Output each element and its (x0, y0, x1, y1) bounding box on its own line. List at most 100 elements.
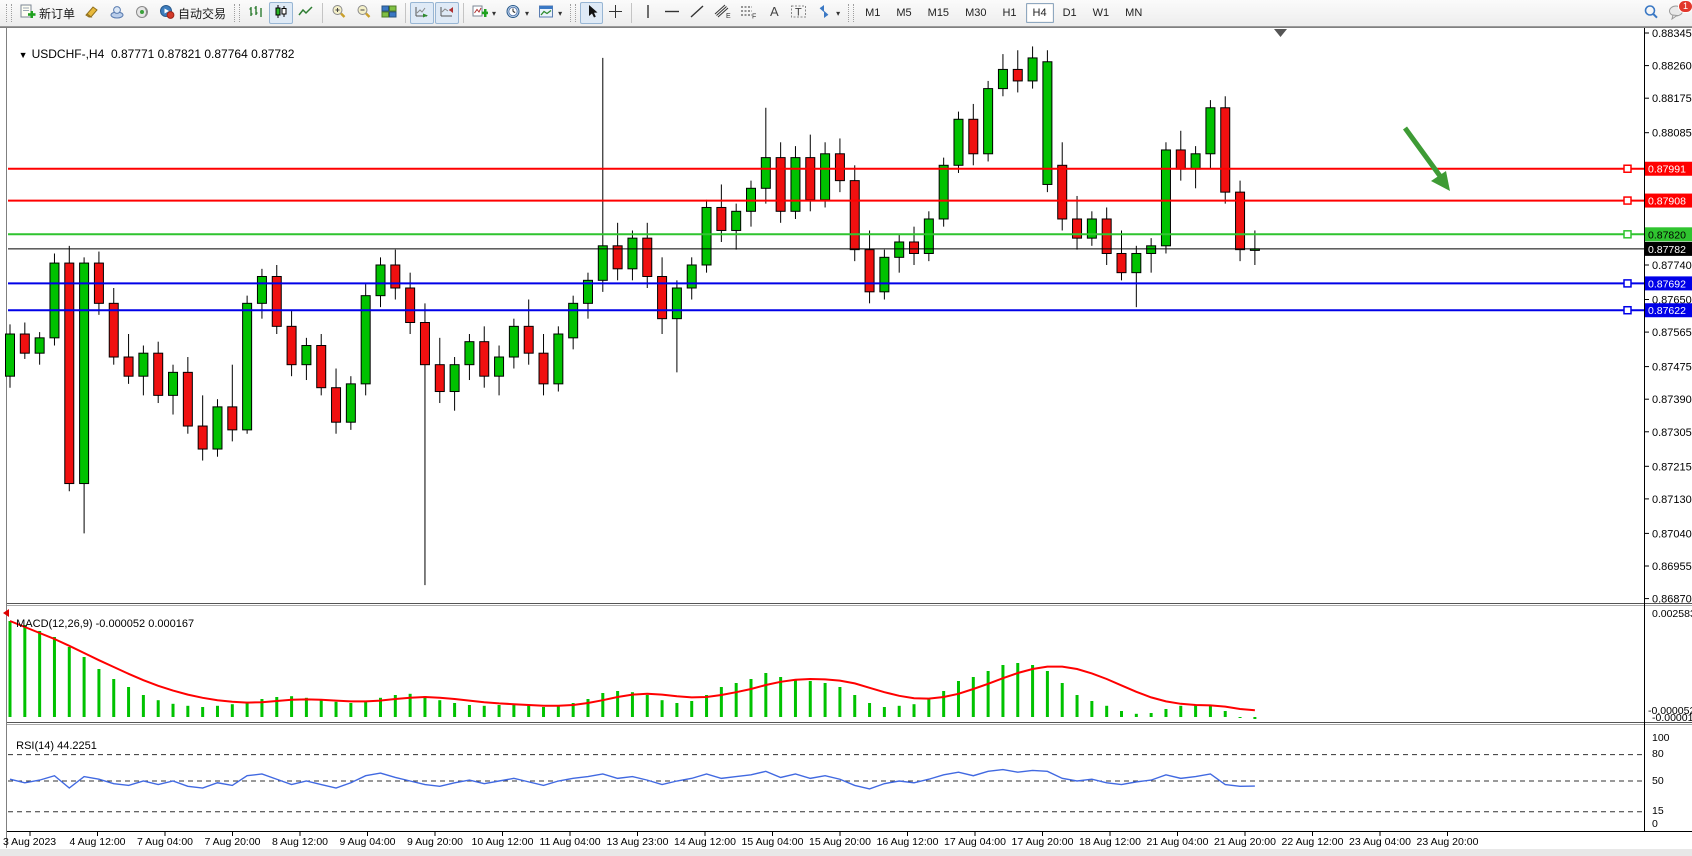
rsi-axis-label: 80 (1652, 748, 1664, 760)
candlestick-chart-button[interactable] (269, 2, 294, 24)
equidistant-channel-tool-button[interactable]: E (710, 2, 735, 24)
time-axis-label: 23 Aug 20:00 (1417, 836, 1479, 848)
candle-bearish (108, 302, 119, 358)
macd-histogram-bar (1090, 701, 1094, 717)
candle-bearish (1057, 164, 1068, 220)
clock-icon (505, 4, 521, 22)
crosshair-tool-button[interactable] (604, 2, 627, 24)
text-label-tool-button[interactable]: T (786, 2, 811, 24)
bar-chart-icon (248, 4, 264, 22)
time-axis-label: 7 Aug 20:00 (204, 836, 260, 848)
macd-histogram-bar (838, 687, 842, 717)
toolbar-grip[interactable] (570, 4, 577, 22)
toolbar-grip[interactable] (234, 4, 241, 22)
text-tool-button[interactable]: A (762, 2, 785, 24)
line-chart-button[interactable] (294, 2, 318, 24)
chart-shift-button[interactable] (435, 2, 460, 24)
price-axis-label: 0.88085 (1652, 128, 1692, 140)
notification-badge: 1 (1677, 0, 1692, 13)
speaker-icon (134, 4, 150, 22)
candle-bullish (1160, 149, 1171, 247)
candle-bullish (360, 295, 371, 385)
search-button[interactable] (1639, 2, 1663, 24)
level-line-handle[interactable] (1623, 196, 1632, 205)
macd-histogram-bar (67, 647, 71, 717)
macd-histogram-bar (1194, 705, 1198, 717)
candle-bearish (1101, 218, 1112, 254)
level-line-handle[interactable] (1623, 230, 1632, 239)
sound-alerts-button[interactable] (130, 2, 154, 24)
time-axis-label: 23 Aug 04:00 (1349, 836, 1411, 848)
toolbar-grip[interactable] (6, 4, 12, 22)
notifications-button[interactable]: 1 (1664, 0, 1692, 24)
timeframe-button-m5[interactable]: M5 (889, 3, 918, 23)
zoom-in-button[interactable] (327, 2, 351, 24)
time-axis-label: 15 Aug 04:00 (742, 836, 804, 848)
macd-histogram-bar (1134, 713, 1138, 717)
candle-bullish (375, 264, 386, 297)
macd-signal-value: 0.000167 (148, 618, 195, 630)
timeframe-button-w1[interactable]: W1 (1086, 3, 1117, 23)
cursor-tool-button[interactable] (580, 2, 604, 24)
trend-arrow-annotation[interactable] (1402, 126, 1443, 178)
macd-histogram-bar (853, 695, 857, 717)
tile-windows-button[interactable] (377, 2, 401, 24)
autotrading-button[interactable]: 自动交易 (155, 2, 230, 24)
candle-bearish (523, 325, 534, 354)
macd-histogram-bar (764, 673, 768, 717)
profiles-button[interactable] (105, 2, 129, 24)
chart-shift-marker-icon[interactable] (1274, 29, 1287, 37)
toolbar-grip[interactable] (848, 4, 855, 22)
macd-histogram-bar (586, 699, 590, 717)
horizontal-line-tool-button[interactable] (660, 2, 684, 24)
trendline-tool-button[interactable] (685, 2, 709, 24)
candle-bullish (894, 241, 905, 258)
indicators-button[interactable]: ▾ (468, 2, 500, 24)
macd-histogram-bar (260, 699, 264, 717)
bar-chart-button[interactable] (244, 2, 268, 24)
chart-title-collapse-icon[interactable]: ▼ (18, 50, 28, 60)
profiles-icon (109, 4, 125, 22)
candle-bullish (5, 333, 15, 377)
price-axis-label: 0.87740 (1652, 260, 1692, 272)
timeframe-button-m1[interactable]: M1 (858, 3, 887, 23)
auto-scroll-button[interactable] (410, 2, 435, 24)
eraser-button[interactable] (80, 2, 104, 24)
candle-bearish (64, 262, 75, 485)
macd-histogram-bar (1120, 711, 1123, 717)
timeframe-button-d1[interactable]: D1 (1056, 3, 1084, 23)
macd-histogram-bar (52, 637, 56, 717)
periods-button[interactable]: ▾ (501, 2, 533, 24)
level-line-handle[interactable] (1623, 305, 1632, 315)
vertical-line-tool-button[interactable] (636, 2, 659, 24)
macd-histogram-bar (1149, 713, 1153, 717)
candle-bullish (627, 237, 638, 270)
trend-arrow-head[interactable] (1431, 171, 1450, 191)
candle-bearish (1072, 218, 1083, 239)
level-line-handle[interactable] (1623, 164, 1632, 173)
timeframe-button-m15[interactable]: M15 (921, 3, 956, 23)
macd-histogram-bar (156, 700, 160, 717)
level-price-badge-text: 0.87820 (1648, 229, 1686, 241)
timeframe-button-m30[interactable]: M30 (958, 3, 993, 23)
timeframe-button-h1[interactable]: H1 (995, 3, 1023, 23)
timeframe-button-h4[interactable]: H4 (1025, 3, 1054, 23)
zoom-out-button[interactable] (352, 2, 376, 24)
fibonacci-tool-button[interactable]: F (736, 2, 761, 24)
macd-histogram-bar (571, 703, 575, 717)
macd-histogram-bar (601, 693, 605, 717)
templates-button[interactable]: ▾ (534, 2, 566, 24)
text-tool-icon: A (767, 4, 781, 22)
arrows-tool-button[interactable]: ▾ (812, 2, 844, 24)
chart-background[interactable] (0, 27, 1692, 856)
level-line-handle[interactable] (1623, 279, 1632, 288)
macd-histogram-bar (942, 691, 946, 717)
macd-histogram-bar (453, 703, 457, 717)
macd-histogram-bar (1060, 683, 1064, 717)
candle-bearish (419, 322, 430, 366)
candle-bearish (834, 153, 845, 182)
candle-bullish (1086, 218, 1097, 239)
new-order-button[interactable]: 新订单 (16, 2, 79, 24)
timeframe-button-mn[interactable]: MN (1118, 3, 1149, 23)
